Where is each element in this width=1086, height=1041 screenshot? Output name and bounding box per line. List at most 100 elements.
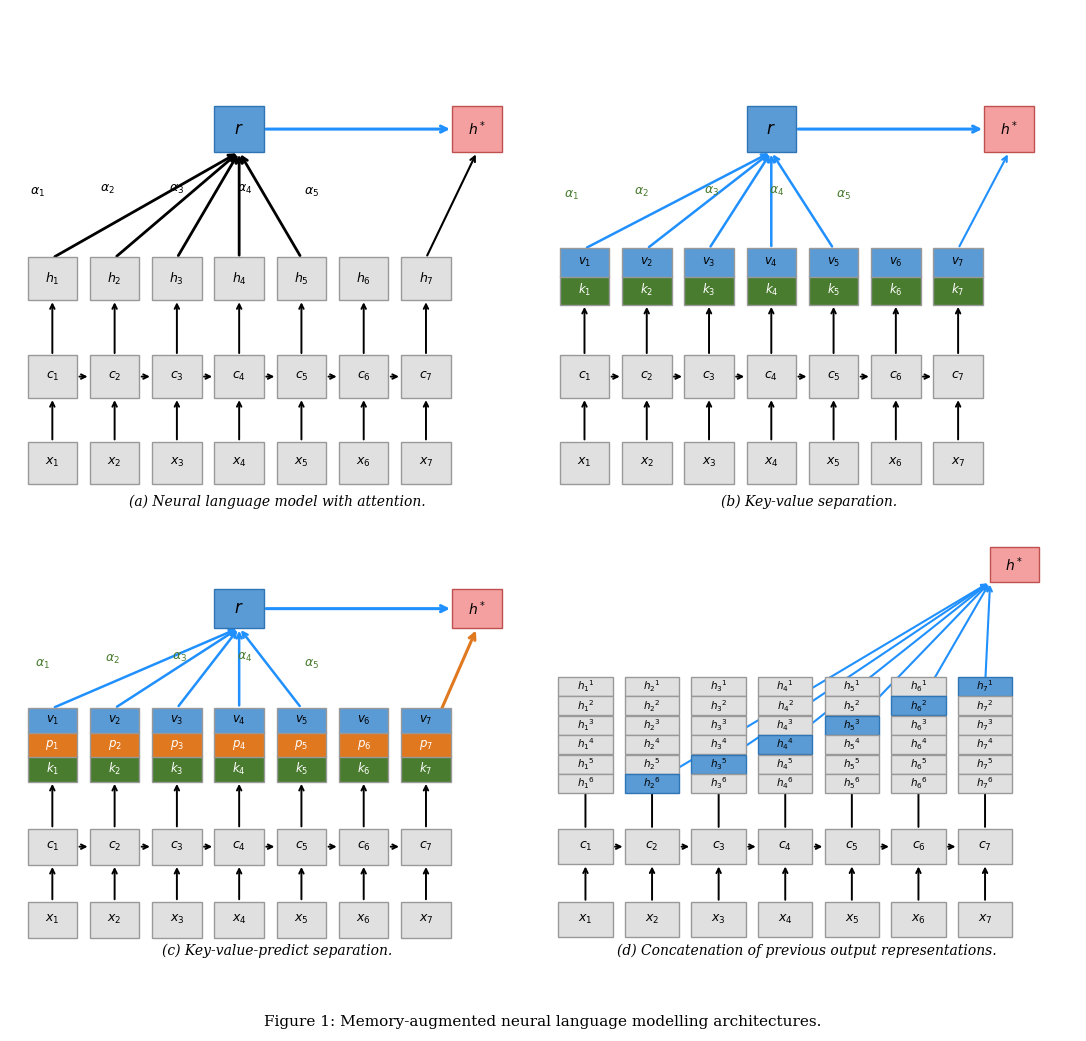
Text: Figure 1: Memory-augmented neural language modelling architectures.: Figure 1: Memory-augmented neural langua… — [264, 1015, 822, 1029]
Text: $k_7$: $k_7$ — [951, 282, 964, 299]
Text: $x_2$: $x_2$ — [108, 913, 122, 926]
Text: $h_1$$^1$: $h_1$$^1$ — [577, 679, 594, 694]
Text: $h_3$: $h_3$ — [169, 271, 185, 286]
FancyBboxPatch shape — [401, 355, 451, 398]
Text: $h_7$$^3$: $h_7$$^3$ — [976, 717, 994, 733]
Text: $h_7$$^6$: $h_7$$^6$ — [976, 776, 994, 791]
FancyBboxPatch shape — [558, 696, 613, 715]
FancyBboxPatch shape — [558, 775, 613, 793]
FancyBboxPatch shape — [152, 355, 202, 398]
Text: $x_4$: $x_4$ — [778, 913, 793, 926]
Text: $h_4$$^3$: $h_4$$^3$ — [776, 717, 794, 733]
FancyBboxPatch shape — [758, 755, 812, 773]
FancyBboxPatch shape — [214, 757, 264, 782]
FancyBboxPatch shape — [622, 248, 671, 277]
FancyBboxPatch shape — [277, 902, 326, 938]
Text: $h_4$$^6$: $h_4$$^6$ — [776, 776, 794, 791]
Text: $h_4$$^4$: $h_4$$^4$ — [776, 737, 794, 753]
FancyBboxPatch shape — [339, 757, 389, 782]
FancyBboxPatch shape — [214, 732, 264, 757]
Text: $h_2$$^3$: $h_2$$^3$ — [643, 717, 661, 733]
Text: $\alpha_5$: $\alpha_5$ — [304, 658, 319, 671]
Text: $v_6$: $v_6$ — [357, 714, 370, 727]
FancyBboxPatch shape — [27, 757, 77, 782]
FancyBboxPatch shape — [277, 757, 326, 782]
FancyBboxPatch shape — [746, 441, 796, 484]
Text: $v_6$: $v_6$ — [889, 256, 902, 270]
Text: $x_5$: $x_5$ — [845, 913, 859, 926]
FancyBboxPatch shape — [27, 829, 77, 865]
FancyBboxPatch shape — [933, 355, 983, 398]
Text: $c_4$: $c_4$ — [232, 840, 247, 854]
Text: $\alpha_2$: $\alpha_2$ — [634, 186, 649, 199]
Text: $r$: $r$ — [235, 121, 244, 137]
Text: $v_3$: $v_3$ — [171, 714, 184, 727]
FancyBboxPatch shape — [558, 903, 613, 937]
FancyBboxPatch shape — [27, 902, 77, 938]
Text: $v_4$: $v_4$ — [232, 714, 247, 727]
Text: $h_7$$^4$: $h_7$$^4$ — [976, 737, 994, 753]
Text: $c_7$: $c_7$ — [951, 370, 965, 383]
FancyBboxPatch shape — [758, 735, 812, 754]
Text: $h_2$$^1$: $h_2$$^1$ — [643, 679, 661, 694]
FancyBboxPatch shape — [558, 755, 613, 773]
FancyBboxPatch shape — [824, 755, 879, 773]
FancyBboxPatch shape — [824, 830, 879, 864]
FancyBboxPatch shape — [684, 276, 734, 305]
FancyBboxPatch shape — [90, 902, 139, 938]
Text: $c_2$: $c_2$ — [108, 840, 122, 854]
FancyBboxPatch shape — [933, 441, 983, 484]
Text: $c_4$: $c_4$ — [779, 840, 792, 854]
Text: $h_1$$^6$: $h_1$$^6$ — [577, 776, 594, 791]
Text: $h^*$: $h^*$ — [468, 120, 487, 138]
FancyBboxPatch shape — [401, 441, 451, 484]
Text: $h_2$$^5$: $h_2$$^5$ — [643, 757, 660, 771]
FancyBboxPatch shape — [622, 355, 671, 398]
Text: (a) Neural language model with attention.: (a) Neural language model with attention… — [128, 494, 426, 509]
FancyBboxPatch shape — [746, 248, 796, 277]
Text: $k_4$: $k_4$ — [232, 761, 245, 777]
Text: $k_1$: $k_1$ — [46, 761, 59, 777]
FancyBboxPatch shape — [871, 248, 921, 277]
FancyBboxPatch shape — [401, 732, 451, 757]
Text: $c_7$: $c_7$ — [419, 370, 433, 383]
Text: $x_3$: $x_3$ — [169, 913, 185, 926]
FancyBboxPatch shape — [684, 441, 734, 484]
FancyBboxPatch shape — [401, 708, 451, 733]
FancyBboxPatch shape — [559, 276, 609, 305]
FancyBboxPatch shape — [892, 677, 946, 695]
Text: $c_2$: $c_2$ — [645, 840, 659, 854]
FancyBboxPatch shape — [277, 732, 326, 757]
Text: $h_3$$^2$: $h_3$$^2$ — [710, 699, 728, 713]
FancyBboxPatch shape — [214, 589, 264, 629]
FancyBboxPatch shape — [958, 677, 1012, 695]
Text: (c) Key-value-predict separation.: (c) Key-value-predict separation. — [162, 944, 392, 959]
FancyBboxPatch shape — [892, 755, 946, 773]
FancyBboxPatch shape — [758, 716, 812, 735]
Text: $\alpha_4$: $\alpha_4$ — [237, 183, 252, 196]
FancyBboxPatch shape — [692, 755, 746, 773]
Text: $x_5$: $x_5$ — [294, 913, 308, 926]
FancyBboxPatch shape — [624, 677, 679, 695]
Text: $x_3$: $x_3$ — [169, 456, 185, 469]
Text: $c_4$: $c_4$ — [232, 370, 247, 383]
FancyBboxPatch shape — [277, 257, 326, 300]
Text: $h_7$$^5$: $h_7$$^5$ — [976, 757, 994, 771]
FancyBboxPatch shape — [624, 903, 679, 937]
Text: $k_2$: $k_2$ — [108, 761, 122, 777]
FancyBboxPatch shape — [559, 355, 609, 398]
FancyBboxPatch shape — [152, 757, 202, 782]
Text: $x_7$: $x_7$ — [419, 456, 433, 469]
FancyBboxPatch shape — [27, 355, 77, 398]
FancyBboxPatch shape — [892, 716, 946, 735]
Text: $c_1$: $c_1$ — [46, 370, 59, 383]
Text: $c_5$: $c_5$ — [294, 370, 308, 383]
Text: $k_3$: $k_3$ — [703, 282, 716, 299]
FancyBboxPatch shape — [746, 355, 796, 398]
Text: $x_1$: $x_1$ — [578, 456, 592, 469]
FancyBboxPatch shape — [892, 903, 946, 937]
Text: $v_1$: $v_1$ — [46, 714, 59, 727]
FancyBboxPatch shape — [27, 732, 77, 757]
Text: $h_4$$^2$: $h_4$$^2$ — [776, 699, 794, 713]
Text: $h_3$$^6$: $h_3$$^6$ — [710, 776, 728, 791]
